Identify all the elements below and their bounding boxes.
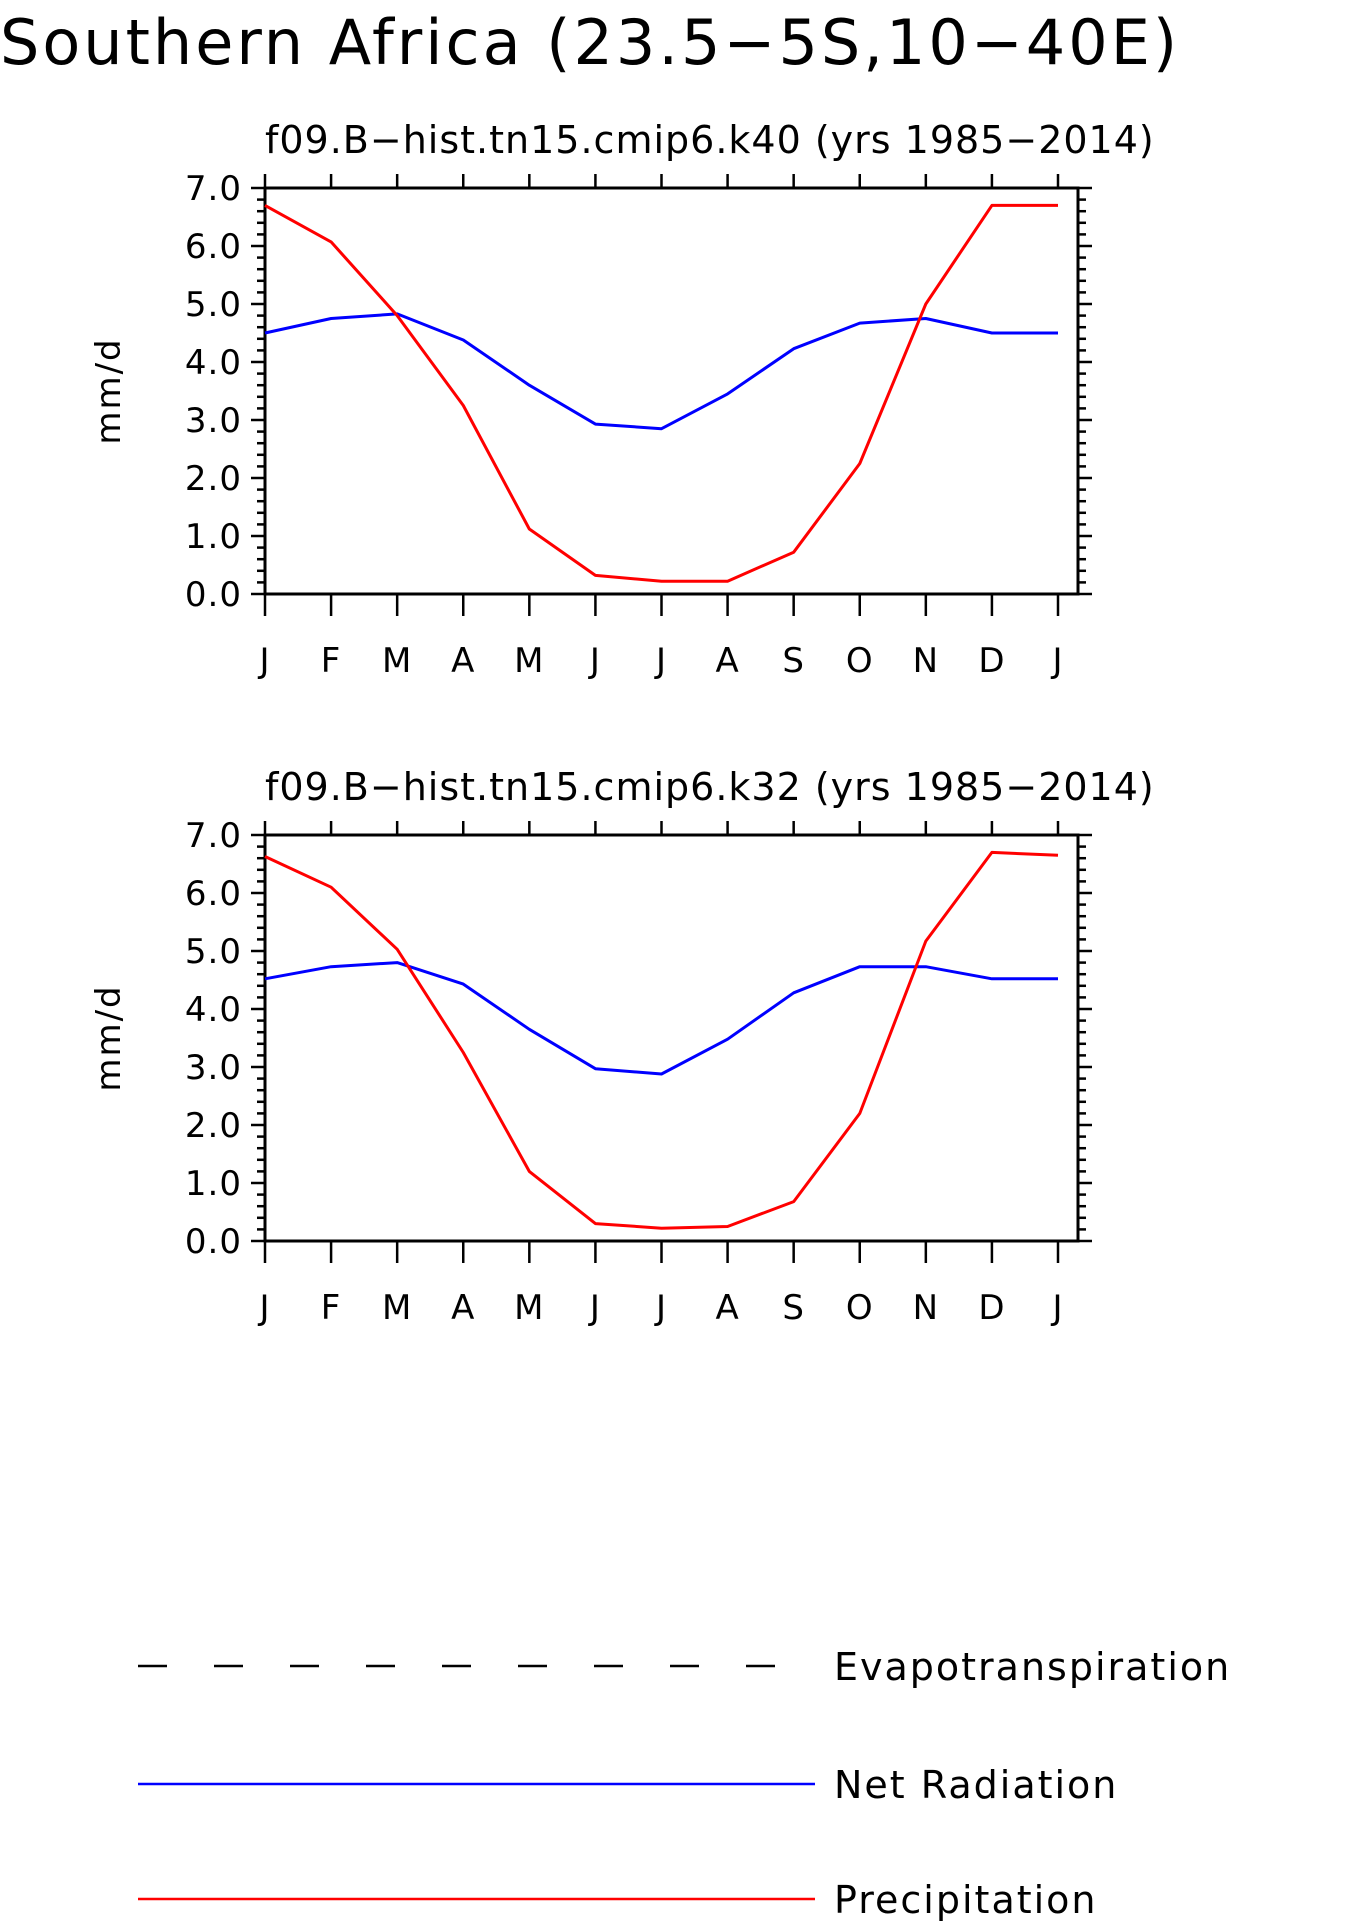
y-tick-label: 3.0 (185, 401, 242, 441)
x-tick-label: J (1050, 1288, 1063, 1328)
chart-panels: f09.B−hist.tn15.cmip6.k40 (yrs 1985−2014… (89, 118, 1155, 1328)
x-tick-label: S (782, 1288, 805, 1328)
y-tick-label: 3.0 (185, 1048, 242, 1088)
y-tick-label: 1.0 (185, 517, 242, 557)
chart-panel-2: f09.B−hist.tn15.cmip6.k32 (yrs 1985−2014… (89, 765, 1155, 1328)
legend-label-precipitation: Precipitation (834, 1878, 1098, 1922)
y-tick-label: 2.0 (185, 459, 242, 499)
x-tick-label: D (978, 641, 1005, 681)
y-tick-label: 5.0 (185, 285, 242, 325)
y-tick-label: 0.0 (185, 1222, 242, 1262)
x-tick-label: F (321, 641, 342, 681)
y-tick-label: 4.0 (185, 343, 242, 383)
x-tick-label: M (514, 1288, 544, 1328)
legend: Evapotranspiration Net Radiation Precipi… (138, 1645, 1231, 1922)
legend-label-net-radiation: Net Radiation (834, 1763, 1118, 1807)
x-tick-label: J (257, 641, 270, 681)
x-tick-label: J (654, 1288, 667, 1328)
plot-frame (263, 833, 1080, 1243)
x-tick-label: J (654, 641, 667, 681)
series-line-net-radiation (264, 312, 1058, 431)
legend-label-evapotranspiration: Evapotranspiration (834, 1645, 1231, 1689)
x-tick-label: D (978, 1288, 1005, 1328)
page-title: Southern Africa (23.5−5S,10−40E) (0, 6, 1180, 79)
x-tick-label: N (913, 641, 939, 681)
x-tick-label: J (588, 1288, 601, 1328)
y-tick-label: 0.0 (185, 575, 242, 615)
y-tick-label: 5.0 (185, 932, 242, 972)
x-tick-label: A (715, 641, 739, 681)
y-tick-label: 7.0 (185, 816, 242, 856)
panel-title: f09.B−hist.tn15.cmip6.k32 (yrs 1985−2014… (265, 765, 1155, 809)
y-tick-label: 7.0 (185, 169, 242, 209)
panel-title: f09.B−hist.tn15.cmip6.k40 (yrs 1985−2014… (265, 118, 1155, 162)
x-tick-label: A (715, 1288, 739, 1328)
x-tick-label: J (257, 1288, 270, 1328)
series-line-precipitation (264, 850, 1059, 1230)
y-tick-label: 6.0 (185, 227, 242, 267)
x-tick-label: M (382, 1288, 412, 1328)
plot-frame (263, 186, 1080, 596)
y-axis-label: mm/d (89, 337, 129, 444)
x-tick-label: M (382, 641, 412, 681)
series-line-net-radiation (264, 961, 1058, 1076)
x-tick-label: J (1050, 641, 1063, 681)
y-axis-label: mm/d (89, 984, 129, 1091)
y-tick-label: 6.0 (185, 874, 242, 914)
series-line-precipitation (264, 203, 1058, 583)
chart-panel-1: f09.B−hist.tn15.cmip6.k40 (yrs 1985−2014… (89, 118, 1155, 681)
y-tick-label: 1.0 (185, 1164, 242, 1204)
y-tick-label: 4.0 (185, 990, 242, 1030)
x-tick-label: O (846, 641, 874, 681)
x-tick-label: A (451, 1288, 475, 1328)
x-tick-label: S (782, 641, 805, 681)
x-tick-label: A (451, 641, 475, 681)
x-tick-label: J (588, 641, 601, 681)
x-tick-label: F (321, 1288, 342, 1328)
x-tick-label: O (846, 1288, 874, 1328)
x-tick-label: M (514, 641, 544, 681)
x-tick-label: N (913, 1288, 939, 1328)
y-tick-label: 2.0 (185, 1106, 242, 1146)
